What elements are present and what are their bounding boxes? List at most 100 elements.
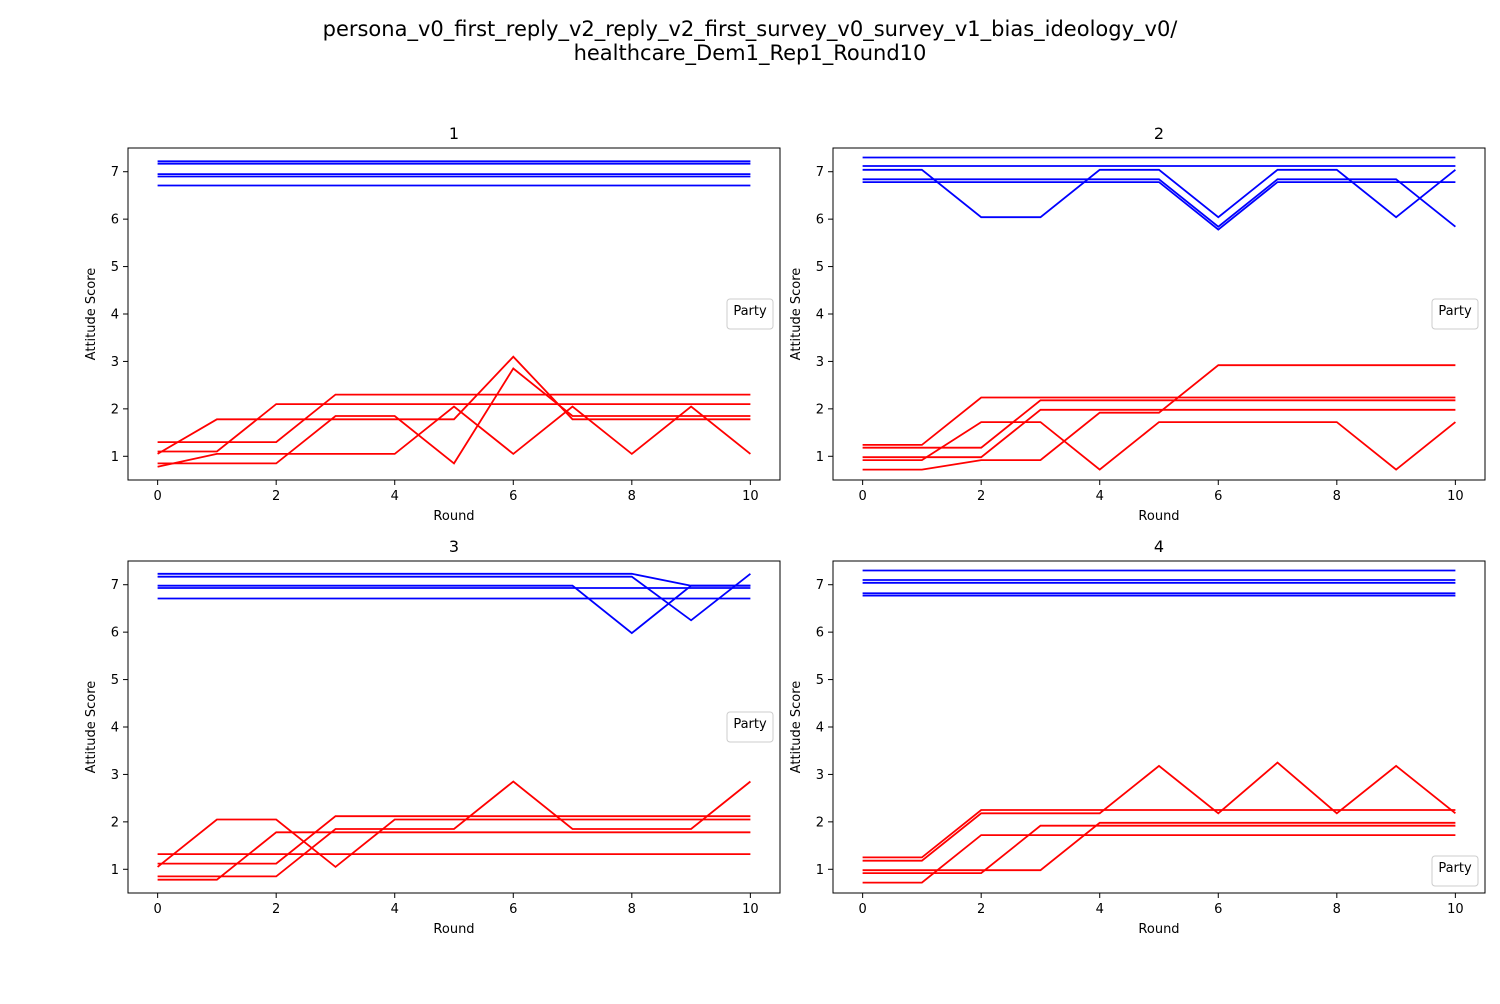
series-line-5 (862, 181, 1456, 231)
y-tick-label: 1 (111, 450, 119, 465)
x-tick-label: 10 (742, 489, 759, 504)
series-line-10 (157, 831, 751, 881)
series-line-10 (862, 834, 1456, 884)
series-line-1 (157, 572, 751, 587)
x-tick-label: 0 (153, 489, 161, 504)
legend-title: Party (1438, 304, 1472, 319)
y-tick-label: 3 (111, 355, 119, 370)
series-line-9 (862, 824, 1456, 874)
x-tick-label: 6 (1214, 902, 1222, 917)
series-line-4 (862, 178, 1456, 228)
y-tick-label: 2 (111, 815, 119, 830)
y-tick-label: 2 (816, 815, 824, 830)
x-tick-label: 8 (1333, 902, 1341, 917)
y-tick-label: 7 (816, 165, 824, 180)
legend-title: Party (733, 717, 767, 732)
x-tick-label: 4 (391, 489, 399, 504)
axes-frame (832, 147, 1486, 481)
legend-box (1431, 855, 1479, 887)
y-axis-label: Attitude Score (789, 681, 804, 774)
x-axis-label: Round (433, 922, 474, 937)
series-line-6 (862, 396, 1456, 446)
figure-title-line2: healthcare_Dem1_Rep1_Round10 (574, 41, 927, 66)
y-tick-label: 2 (816, 402, 824, 417)
y-tick-label: 3 (816, 768, 824, 783)
x-tick-label: 4 (1096, 489, 1104, 504)
x-tick-label: 6 (1214, 489, 1222, 504)
series-group (862, 569, 1456, 884)
y-tick-label: 6 (816, 213, 824, 228)
x-tick-label: 8 (1333, 489, 1341, 504)
y-tick-label: 1 (816, 450, 824, 465)
y-tick-label: 1 (816, 863, 824, 878)
legend: Party (726, 711, 774, 743)
legend-box (1431, 298, 1479, 330)
series-line-7 (157, 403, 751, 453)
legend: Party (1431, 855, 1479, 887)
series-line-9 (862, 421, 1456, 471)
x-axis-label: Round (1138, 922, 1179, 937)
x-tick-label: 2 (977, 489, 985, 504)
series-line-7 (862, 399, 1456, 449)
y-tick-label: 3 (111, 768, 119, 783)
series-line-3 (862, 168, 1456, 219)
subplot-title: 4 (1154, 537, 1164, 556)
figure-title-line1: persona_v0_first_reply_v2_reply_v2_first… (323, 17, 1179, 42)
y-tick-label: 5 (111, 673, 119, 688)
y-tick-label: 5 (816, 260, 824, 275)
y-tick-label: 4 (816, 308, 824, 323)
y-axis-label: Attitude Score (84, 681, 99, 774)
y-tick-label: 1 (111, 863, 119, 878)
x-tick-label: 10 (1447, 489, 1464, 504)
y-tick-label: 7 (111, 578, 119, 593)
series-line-8 (157, 355, 751, 455)
series-line-10 (862, 364, 1456, 471)
x-tick-label: 0 (858, 902, 866, 917)
x-tick-label: 0 (858, 489, 866, 504)
x-tick-label: 6 (509, 489, 517, 504)
x-tick-label: 6 (509, 902, 517, 917)
series-line-9 (157, 780, 751, 878)
x-tick-label: 4 (1096, 902, 1104, 917)
subplot-title: 2 (1154, 124, 1164, 143)
y-tick-label: 6 (816, 626, 824, 641)
series-group (862, 156, 1456, 471)
y-tick-label: 4 (816, 721, 824, 736)
y-tick-label: 4 (111, 721, 119, 736)
legend: Party (726, 298, 774, 330)
series-line-3 (157, 584, 751, 635)
y-axis-label: Attitude Score (84, 268, 99, 361)
x-axis-label: Round (1138, 509, 1179, 524)
legend: Party (1431, 298, 1479, 330)
series-line-7 (157, 815, 751, 865)
x-axis-label: Round (433, 509, 474, 524)
legend-box (726, 298, 774, 330)
y-tick-label: 5 (816, 673, 824, 688)
series-line-9 (157, 367, 751, 465)
legend-box (726, 711, 774, 743)
y-tick-label: 6 (111, 626, 119, 641)
series-line-6 (157, 393, 751, 444)
axes-frame (832, 560, 1486, 894)
x-tick-label: 0 (153, 902, 161, 917)
y-tick-label: 4 (111, 308, 119, 323)
y-tick-label: 6 (111, 213, 119, 228)
series-line-6 (862, 809, 1456, 859)
legend-title: Party (733, 304, 767, 319)
legend-title: Party (1438, 861, 1472, 876)
axes-frame (127, 147, 781, 481)
x-tick-label: 2 (272, 902, 280, 917)
x-tick-label: 2 (272, 489, 280, 504)
x-tick-label: 2 (977, 902, 985, 917)
x-tick-label: 8 (628, 489, 636, 504)
y-tick-label: 7 (816, 578, 824, 593)
x-tick-label: 10 (1447, 902, 1464, 917)
series-line-2 (157, 573, 751, 622)
series-line-8 (862, 821, 1456, 872)
x-tick-label: 4 (391, 902, 399, 917)
y-tick-label: 3 (816, 355, 824, 370)
